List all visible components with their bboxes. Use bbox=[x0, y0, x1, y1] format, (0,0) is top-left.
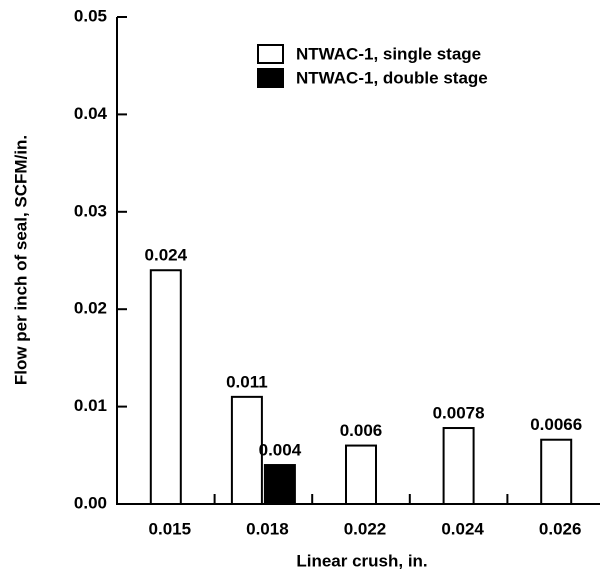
y-tick-label: 0.00 bbox=[74, 493, 107, 512]
data-label: 0.0078 bbox=[433, 404, 485, 423]
y-axis-label: Flow per inch of seal, SCFM/in. bbox=[11, 135, 30, 385]
data-label: 0.011 bbox=[226, 372, 268, 391]
x-axis-label: Linear crush, in. bbox=[296, 551, 427, 570]
y-tick-label: 0.05 bbox=[74, 6, 107, 25]
bar bbox=[230, 395, 263, 505]
bar bbox=[149, 269, 182, 505]
bar bbox=[442, 427, 475, 506]
x-tick-label: 0.015 bbox=[149, 519, 192, 538]
bar bbox=[540, 438, 573, 505]
data-label: 0.0066 bbox=[530, 415, 582, 434]
x-tick-label: 0.024 bbox=[441, 519, 484, 538]
y-tick-label: 0.04 bbox=[74, 104, 108, 123]
y-tick-label: 0.03 bbox=[74, 201, 107, 220]
x-tick-label: 0.026 bbox=[539, 519, 582, 538]
y-tick-label: 0.02 bbox=[74, 299, 107, 318]
y-tick-label: 0.01 bbox=[74, 396, 107, 415]
bar bbox=[345, 444, 377, 505]
data-label: 0.004 bbox=[259, 441, 302, 460]
data-label: 0.006 bbox=[340, 421, 383, 440]
legend-label: NTWAC-1, double stage bbox=[296, 68, 488, 87]
x-tick-label: 0.022 bbox=[344, 519, 387, 538]
data-label: 0.024 bbox=[145, 246, 188, 265]
bar bbox=[263, 464, 296, 506]
legend-swatch bbox=[257, 68, 284, 88]
legend-label: NTWAC-1, single stage bbox=[296, 44, 481, 63]
legend-swatch bbox=[257, 44, 284, 64]
x-tick-label: 0.018 bbox=[246, 519, 289, 538]
